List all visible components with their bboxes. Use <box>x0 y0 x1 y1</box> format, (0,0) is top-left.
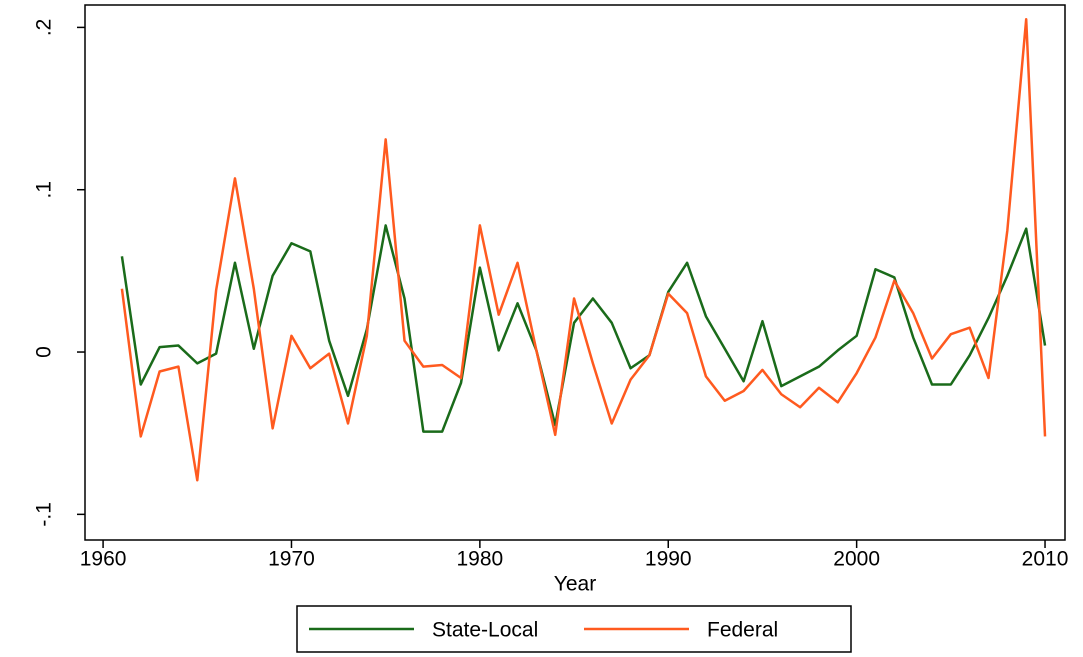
y-tick-label: .2 <box>33 19 56 37</box>
x-tick-label: 2010 <box>1022 548 1069 571</box>
legend-label: State-Local <box>432 619 538 642</box>
x-axis-title: Year <box>554 573 596 596</box>
plot-frame <box>84 4 1066 541</box>
series-line <box>120 224 1047 433</box>
y-tick-label: 0 <box>33 346 56 358</box>
x-tick-label: 1960 <box>80 548 127 571</box>
y-tick-label: -.1 <box>33 502 56 527</box>
legend-label: Federal <box>707 619 778 642</box>
y-tick-label: .1 <box>33 181 56 199</box>
legend-box <box>296 605 852 653</box>
x-tick-label: 2000 <box>833 548 880 571</box>
x-tick-label: 1970 <box>268 548 315 571</box>
x-tick-label: 1990 <box>645 548 692 571</box>
series-line <box>120 18 1047 482</box>
x-tick-label: 1980 <box>457 548 504 571</box>
